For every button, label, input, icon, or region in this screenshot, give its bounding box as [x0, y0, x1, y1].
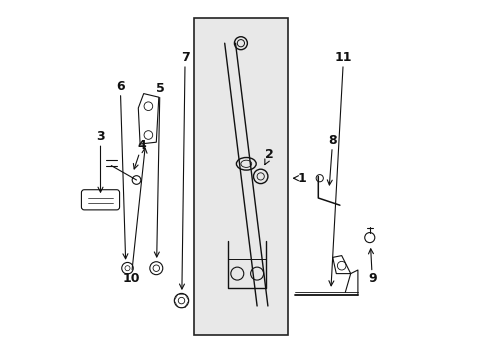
Bar — [194, 18, 287, 335]
Text: 9: 9 — [367, 249, 376, 285]
Text: 5: 5 — [154, 82, 164, 257]
Text: 7: 7 — [179, 51, 189, 289]
Text: 10: 10 — [122, 148, 147, 285]
Text: 11: 11 — [328, 51, 351, 286]
Text: 3: 3 — [96, 130, 104, 192]
Text: 1: 1 — [293, 172, 306, 185]
Text: 6: 6 — [116, 80, 128, 259]
Text: 4: 4 — [133, 139, 146, 169]
Text: 2: 2 — [264, 148, 273, 165]
Text: 8: 8 — [326, 134, 336, 185]
